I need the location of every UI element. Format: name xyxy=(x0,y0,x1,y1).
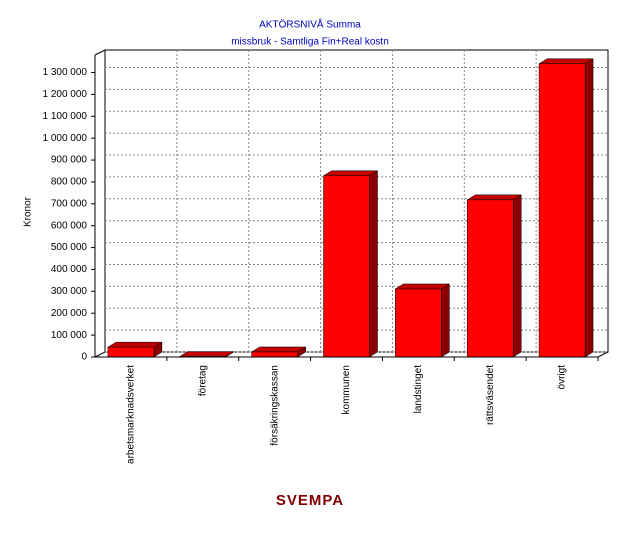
bar xyxy=(107,346,155,358)
bar-side xyxy=(369,170,378,358)
y-axis-depth xyxy=(94,49,106,56)
bar-side xyxy=(512,194,522,358)
bar xyxy=(323,175,370,358)
bar xyxy=(251,351,298,358)
x-tick-label: arbetsmarknadsverket xyxy=(126,365,137,464)
x-axis-title: SVEMPA xyxy=(276,492,344,509)
bar-top xyxy=(250,346,307,353)
bar-top xyxy=(466,194,523,201)
y-tick-label: 300 000 xyxy=(51,286,88,297)
bar-top xyxy=(178,351,235,357)
x-tick-label: kommunen xyxy=(341,365,352,414)
y-tick-label: 1 200 000 xyxy=(43,89,88,100)
y-axis-title: Kronor xyxy=(23,196,34,227)
y-tick-label: 1 300 000 xyxy=(43,67,88,78)
y-tick-label: 200 000 xyxy=(51,308,88,319)
bar-side xyxy=(584,58,594,358)
y-tick-label: 1 100 000 xyxy=(43,111,88,122)
bar-top xyxy=(394,283,451,290)
bar xyxy=(466,199,514,358)
x-tick-label: övrigt xyxy=(557,365,568,390)
bar xyxy=(395,288,442,358)
y-tick-label: 900 000 xyxy=(51,155,88,166)
x-tick-label: företag xyxy=(197,365,208,396)
y-tick-label: 800 000 xyxy=(51,177,88,188)
x-tick-label: försäkringskassan xyxy=(269,365,280,446)
chart-subtitle: missbruk - Samtliga Fin+Real kostn xyxy=(231,37,389,48)
chart-title: AKTÖRSNIVÅ Summa xyxy=(259,18,361,31)
bar-top xyxy=(538,58,594,65)
y-tick-label: 400 000 xyxy=(51,264,88,275)
y-tick-label: 0 xyxy=(81,352,87,363)
y-tick-label: 1 000 000 xyxy=(43,133,88,144)
y-tick-label: 600 000 xyxy=(51,220,88,231)
y-tick-label: 500 000 xyxy=(51,242,88,253)
x-tick-label: rättsväsendet xyxy=(485,365,496,425)
bar-side xyxy=(441,283,450,358)
bar-top xyxy=(322,170,379,177)
y-tick-label: 100 000 xyxy=(51,330,88,341)
bar xyxy=(538,63,586,358)
y-tick-label: 700 000 xyxy=(51,198,88,209)
bar-top xyxy=(107,341,163,348)
x-tick-label: landstinget xyxy=(413,365,424,414)
